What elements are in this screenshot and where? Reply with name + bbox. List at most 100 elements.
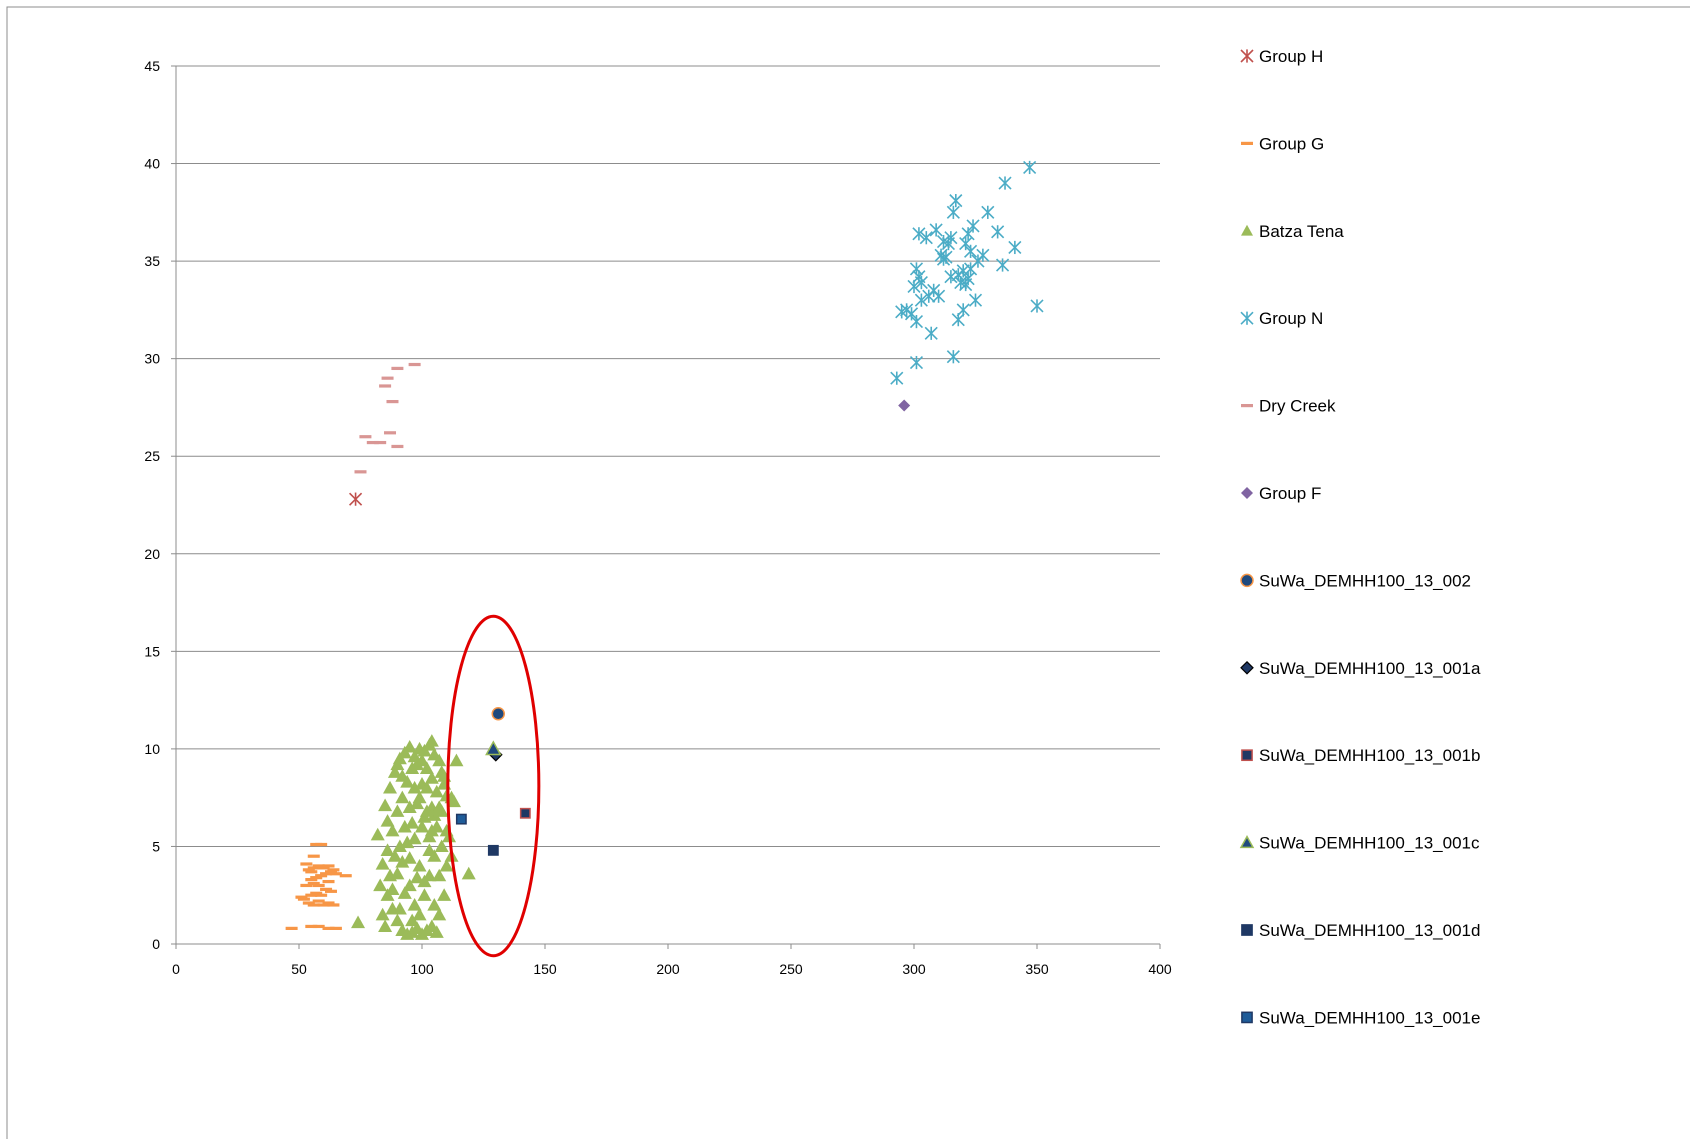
data-point	[946, 205, 960, 219]
data-point	[434, 839, 449, 853]
data-point	[890, 371, 904, 385]
legend-label: Group G	[1259, 134, 1324, 153]
data-point	[981, 205, 995, 219]
data-point	[391, 444, 404, 449]
data-point	[390, 866, 405, 880]
data-point	[285, 926, 298, 930]
axes: 0 5 10 15 20 25 30 35 40 45 0 50 100 150 200 250 300 350 4…	[144, 58, 1171, 977]
series-group-g	[285, 842, 352, 930]
data-point	[397, 886, 412, 899]
data-point	[322, 926, 335, 930]
data-point	[351, 915, 366, 929]
legend-label: SuWa_DEMHH100_13_002	[1259, 571, 1471, 590]
data-point	[359, 435, 372, 439]
legend-item: SuWa_DEMHH100_13_001a	[1240, 659, 1481, 678]
data-point	[417, 874, 432, 888]
data-point	[380, 814, 395, 827]
data-point	[387, 849, 402, 862]
data-point	[402, 878, 417, 892]
legend-item: Dry Creek	[1241, 397, 1336, 416]
data-point	[407, 749, 422, 763]
data-point	[432, 800, 447, 814]
legend-item: SuWa_DEMHH100_13_001b	[1241, 746, 1480, 765]
x-tick-label: 150	[533, 961, 557, 977]
y-tick-label: 40	[144, 156, 160, 172]
data-point	[312, 883, 325, 888]
data-point	[487, 844, 499, 856]
data-point	[329, 926, 342, 930]
data-point	[302, 868, 315, 872]
data-point	[407, 780, 422, 794]
data-point	[898, 399, 911, 412]
legend-marker	[1241, 487, 1253, 499]
data-point	[349, 492, 363, 506]
y-tick-label: 0	[152, 936, 160, 952]
data-point	[424, 734, 439, 747]
data-point	[995, 258, 1010, 272]
series-group-h	[349, 492, 363, 506]
data-point	[429, 925, 444, 938]
data-point	[305, 878, 318, 882]
data-point	[383, 780, 398, 794]
data-point	[461, 866, 476, 880]
x-tick-label: 0	[172, 961, 180, 977]
legend-label: Dry Creek	[1259, 397, 1336, 416]
data-point	[315, 893, 328, 897]
data-point	[375, 907, 390, 921]
series-suwa-demhh100-13-001c	[485, 740, 502, 756]
data-point	[422, 843, 437, 856]
data-point	[410, 870, 425, 884]
legend-marker	[1241, 924, 1253, 936]
legend-marker	[1241, 404, 1253, 408]
series-group-n	[890, 160, 1044, 385]
data-point	[307, 854, 320, 858]
data-point	[405, 816, 420, 829]
legend-marker	[1240, 311, 1254, 325]
legend-item: Group H	[1240, 47, 1323, 66]
legend-label: SuWa_DEMHH100_13_001d	[1259, 921, 1480, 940]
legend-label: SuWa_DEMHH100_13_001e	[1259, 1008, 1480, 1027]
series-suwa-demhh100-13-002	[491, 707, 506, 721]
data-point	[307, 866, 320, 870]
data-point	[432, 907, 447, 921]
data-point	[312, 899, 325, 903]
legend: Group H Group G Batza Tena Group N Dry Creek…	[1239, 47, 1481, 1027]
data-point	[405, 913, 420, 927]
legend-item: Group N	[1240, 309, 1323, 328]
data-point	[412, 907, 427, 921]
data-point	[904, 307, 919, 321]
data-point	[402, 739, 417, 753]
data-point	[402, 800, 417, 814]
data-point	[386, 399, 399, 404]
data-point	[327, 903, 340, 907]
data-point	[424, 823, 439, 837]
data-point	[429, 784, 444, 798]
data-point	[375, 857, 390, 870]
y-tick-label: 30	[144, 351, 160, 367]
data-point	[1008, 240, 1022, 255]
data-point	[302, 901, 315, 905]
data-point	[417, 888, 432, 901]
legend-marker	[1241, 749, 1253, 762]
data-point	[412, 858, 427, 872]
data-point	[307, 903, 320, 907]
data-point	[374, 440, 387, 445]
data-point	[951, 268, 965, 282]
data-point	[300, 862, 313, 866]
data-point	[924, 326, 938, 340]
legend-item: SuWa_DEMHH100_13_001d	[1241, 921, 1480, 940]
y-tick-label: 15	[144, 643, 160, 659]
y-tick-label: 5	[152, 838, 160, 854]
data-point	[976, 248, 990, 262]
data-point	[320, 872, 333, 876]
data-point	[312, 924, 325, 929]
data-point	[392, 901, 407, 915]
legend-marker	[1241, 224, 1253, 236]
data-point	[909, 314, 924, 329]
series-dry-creek	[354, 362, 421, 474]
y-tick-label: 10	[144, 741, 160, 757]
legend-label: SuWa_DEMHH100_13_001c	[1259, 834, 1480, 853]
legend-marker	[1240, 660, 1254, 675]
legend-marker	[1240, 49, 1254, 63]
